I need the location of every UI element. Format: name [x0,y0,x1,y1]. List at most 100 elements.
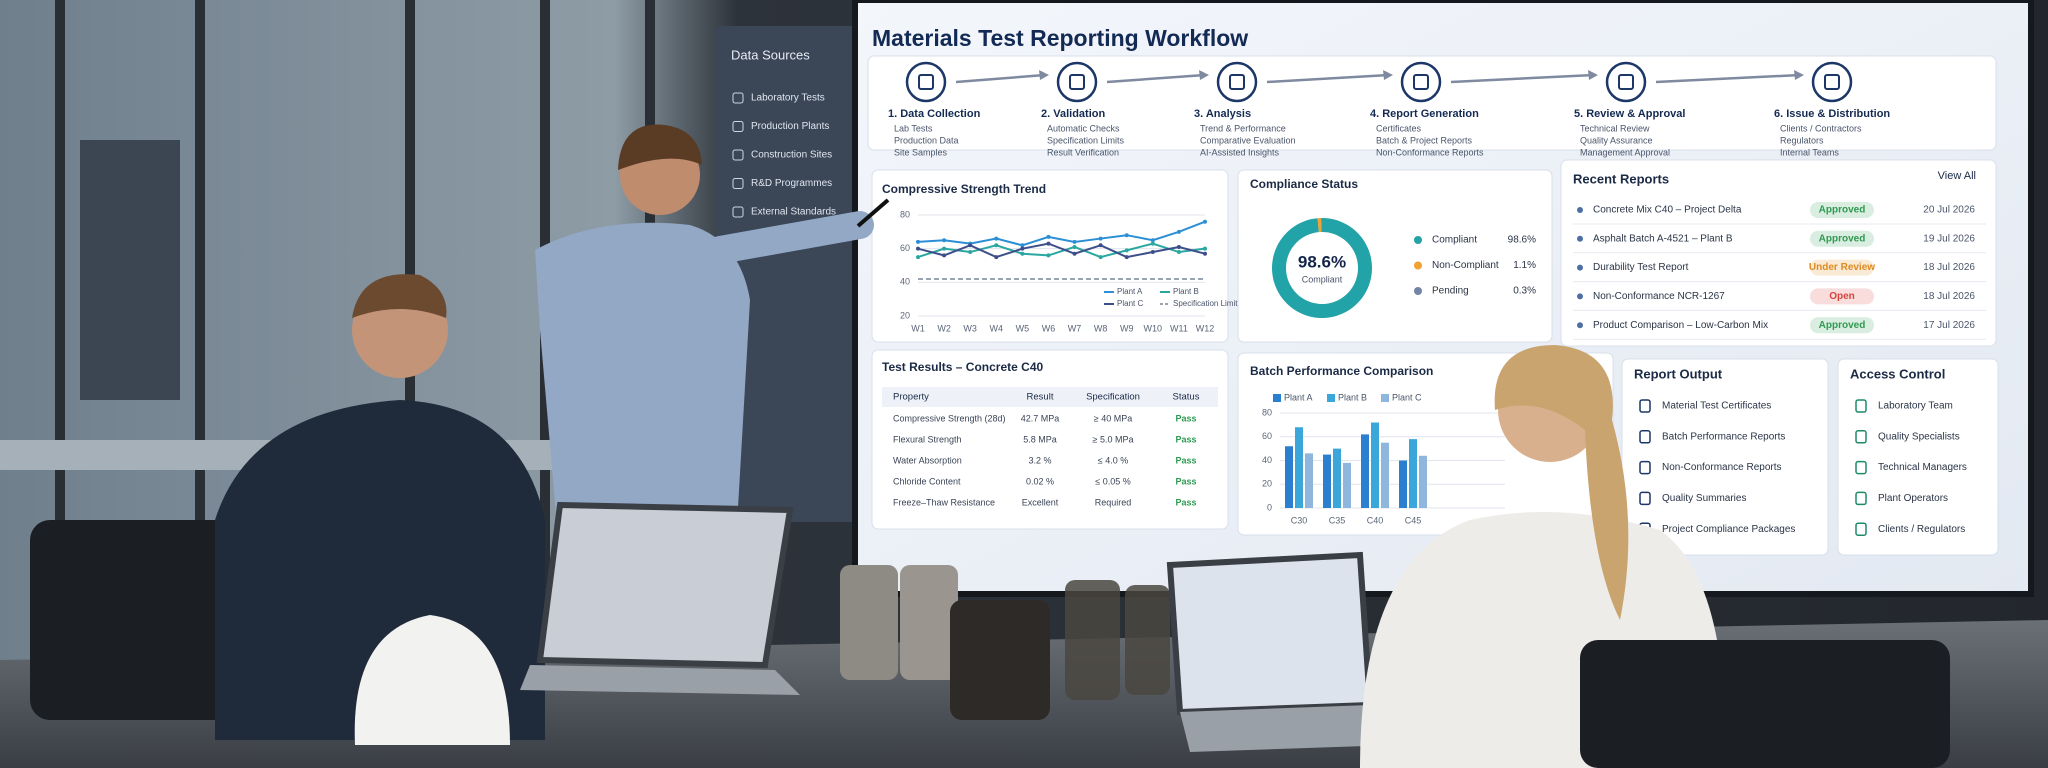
legend-label: Pending [1432,286,1469,297]
bar [1361,434,1369,508]
trend-line [917,242,1206,259]
step-label: 6. Issue & Distribution [1774,108,1890,120]
legend-label: Plant B [1173,287,1199,296]
seated-woman-hair [1494,345,1629,620]
bar [1399,460,1407,508]
step-arrowhead [1199,70,1209,80]
step-item: Quality Assurance [1580,135,1653,145]
step-item: Technical Review [1580,123,1650,133]
report-status: Approved [1819,233,1866,244]
list-item: Quality Summaries [1662,493,1746,504]
legend-label: Plant A [1117,287,1143,296]
row-bullet [1577,322,1583,329]
list-icon [1855,430,1867,444]
table-cell: Pass [1175,497,1196,507]
trend-point [1046,253,1051,258]
row-bullet [1577,207,1583,213]
y-tick-label: 60 [1262,431,1272,441]
chair-right [1580,640,1950,768]
step-item: Site Samples [894,147,948,157]
sidebar-item: Production Plants [751,121,829,132]
list-item: Non-Conformance Reports [1662,462,1782,473]
status-pill [1810,230,1874,247]
bar [1323,454,1331,508]
legend-dot [1414,287,1422,295]
x-tick-label: W2 [937,323,951,333]
legend-swatch [1381,394,1389,402]
y-tick-label: 20 [900,310,910,320]
legend-label: Specification Limit [1173,299,1238,308]
report-date: 19 Jul 2026 [1923,233,1975,244]
panel-title: Test Results – Concrete C40 [882,360,1043,374]
trend-line [917,220,1206,247]
foreground [0,124,2048,768]
x-tick-label: W7 [1068,323,1082,333]
bar [1419,455,1427,508]
x-tick-label: W1 [911,323,925,333]
trend-point [1072,239,1077,244]
step-arrowhead [1039,70,1049,80]
step-glyph [1824,74,1840,90]
trend-point [1072,244,1077,249]
step-item: Automatic Checks [1047,123,1120,133]
list-item: Batch Performance Reports [1662,431,1785,442]
y-tick-label: 20 [1262,479,1272,489]
report-status: Under Review [1809,262,1875,273]
list-item: Material Test Certificates [1662,401,1771,412]
table-cell: Pass [1175,413,1196,423]
chair-left [30,520,240,720]
donut-center-label: Compliant [1302,274,1343,284]
donut-slice [1321,218,1322,233]
trend-point [968,243,973,248]
sidebar-panel [716,26,856,522]
step-arrow [1106,73,1206,84]
x-tick-label: C30 [1291,515,1308,525]
trend-point [994,243,999,248]
step-label: 3. Analysis [1194,108,1251,120]
trend-point [994,236,999,241]
legend-label: Non-Compliant [1432,260,1499,271]
x-tick-label: W5 [1016,323,1030,333]
x-tick-label: C35 [1329,515,1346,525]
x-tick-label: W11 [1170,323,1188,333]
trend-point [916,246,920,251]
bar [1305,453,1313,508]
sidebar-item: R&D Programmes [751,178,832,189]
laptop-right-base [1180,705,1395,752]
list-item: Quality Specialists [1878,431,1960,442]
trend-point [1020,243,1025,248]
step-arrowhead [1588,70,1598,80]
report-name: Concrete Mix C40 – Project Delta [1593,205,1742,216]
seated-man-hair [352,274,447,318]
trend-point [942,253,947,258]
table-cell: Pass [1175,455,1196,465]
bar [1409,439,1417,508]
workflow-title: Materials Test Reporting Workflow [872,25,1248,51]
trend-point [942,238,947,243]
step-arrowhead [1794,70,1804,80]
step-glyph [1229,74,1245,90]
bar [1295,427,1303,508]
sidebar-icon [732,206,744,218]
table-cell: ≤ 4.0 % [1098,455,1128,465]
x-tick-label: C40 [1367,515,1384,525]
trend-point [1072,251,1077,256]
report-status: Approved [1819,205,1866,216]
table-cell: 42.7 MPa [1021,413,1060,423]
step-glyph [1618,74,1634,90]
chart-title: Batch Performance Comparison [1250,364,1433,378]
chart-title: Compressive Strength Trend [882,182,1046,196]
step-item: Production Data [894,135,959,145]
y-tick-label: 40 [900,277,910,287]
list-icon [1855,399,1867,413]
table-header-cell: Specification [1086,392,1140,403]
trend-point [1176,250,1181,255]
legend-label: Plant B [1338,392,1367,402]
y-tick-label: 80 [1262,407,1272,417]
table-cell: Excellent [1022,497,1059,507]
list-icon [1855,460,1867,475]
trend-point [942,246,947,251]
trend-line [917,242,1206,259]
table-cell: Pass [1175,476,1196,486]
